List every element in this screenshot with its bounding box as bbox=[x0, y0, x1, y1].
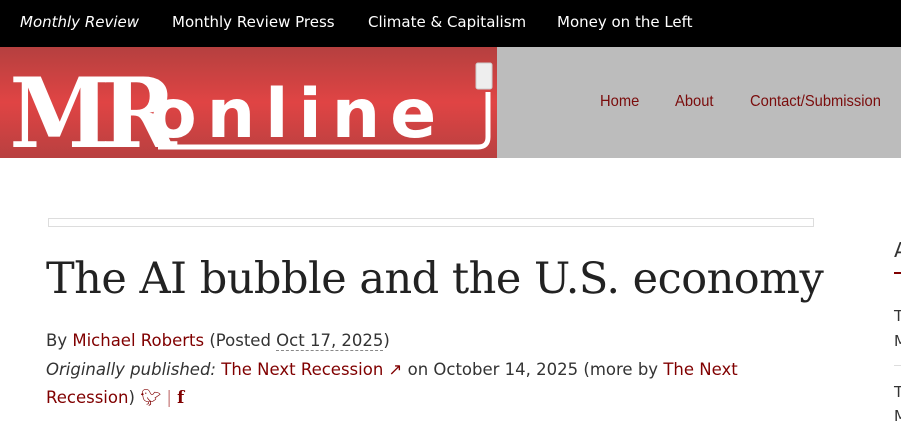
sidebar-item[interactable]: T bbox=[894, 307, 901, 325]
source-link[interactable]: The Next Recession ↗ bbox=[221, 360, 403, 379]
author-link[interactable]: Michael Roberts bbox=[72, 331, 205, 350]
original-publication: Originally published: The Next Recession… bbox=[46, 360, 738, 407]
divider bbox=[48, 218, 814, 227]
topbar-link-climate-capitalism[interactable]: Climate & Capitalism bbox=[368, 13, 527, 31]
twitter-icon[interactable]: 🐦︎ bbox=[140, 388, 162, 407]
nav-home[interactable]: Home bbox=[600, 93, 640, 110]
svg-text:online: online bbox=[150, 75, 446, 154]
post-date: Oct 17, 2025 bbox=[276, 331, 384, 351]
sidebar-item[interactable]: M bbox=[894, 407, 901, 425]
nav-about[interactable]: About bbox=[675, 93, 714, 110]
site-logo[interactable]: MR online bbox=[0, 47, 497, 171]
sidebar-rule bbox=[894, 272, 901, 274]
external-link-icon: ↗ bbox=[388, 360, 403, 379]
topbar-link-mr-press[interactable]: Monthly Review Press bbox=[172, 13, 335, 31]
sidebar-item[interactable]: M bbox=[894, 332, 901, 350]
sidebar-divider bbox=[894, 365, 901, 366]
facebook-icon[interactable]: f bbox=[177, 388, 185, 407]
svg-text:MR: MR bbox=[10, 58, 178, 158]
site-header: MR online Home About Contact/Submission bbox=[0, 47, 901, 171]
page-title: The AI bubble and the U.S. economy bbox=[46, 254, 824, 304]
topbar-link-money-on-the-left[interactable]: Money on the Left bbox=[557, 13, 693, 31]
more-by-link[interactable]: The Next Recession bbox=[46, 360, 738, 407]
topbar-link-monthly-review[interactable]: Monthly Review bbox=[20, 13, 140, 31]
sidebar-heading: A bbox=[894, 238, 901, 262]
nav-contact-submission[interactable]: Contact/Submission bbox=[750, 93, 881, 110]
sidebar-item[interactable]: T bbox=[894, 383, 901, 401]
top-bar: Monthly Review Monthly Review Press Clim… bbox=[0, 0, 901, 47]
byline: By Michael Roberts (Posted Oct 17, 2025) bbox=[46, 331, 390, 351]
